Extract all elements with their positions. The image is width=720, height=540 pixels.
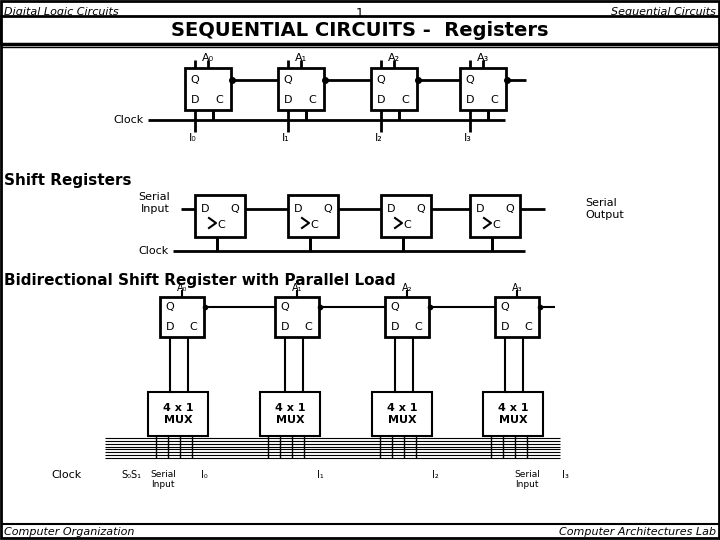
Text: Clock: Clock: [114, 115, 144, 125]
Text: Q: Q: [166, 302, 174, 312]
Bar: [385, 297, 429, 337]
Text: A₃: A₃: [477, 53, 489, 63]
Text: Q: Q: [230, 204, 239, 214]
Text: C: C: [492, 220, 500, 230]
Text: A₁: A₁: [292, 283, 302, 293]
Text: I₃: I₃: [562, 470, 568, 480]
Text: Bidirectional Shift Register with Parallel Load: Bidirectional Shift Register with Parall…: [4, 273, 395, 288]
Bar: [460, 68, 506, 110]
Text: 4 x 1
MUX: 4 x 1 MUX: [498, 403, 528, 425]
Bar: [278, 68, 324, 110]
Text: 1: 1: [356, 7, 364, 20]
Bar: [260, 392, 320, 436]
Text: C: C: [215, 95, 223, 105]
Bar: [372, 392, 432, 436]
Bar: [288, 195, 338, 237]
Bar: [148, 392, 208, 436]
Text: Q: Q: [500, 302, 509, 312]
Text: Serial
Input: Serial Input: [514, 470, 540, 489]
Text: D: D: [166, 322, 174, 332]
Text: A₁: A₁: [295, 53, 307, 63]
Text: Q: Q: [284, 75, 292, 85]
Text: D: D: [284, 95, 292, 105]
Text: I₃: I₃: [464, 133, 472, 143]
Text: 4 x 1
MUX: 4 x 1 MUX: [275, 403, 305, 425]
Text: I₀: I₀: [189, 133, 197, 143]
Text: Clock: Clock: [139, 246, 169, 256]
Text: Q: Q: [505, 204, 514, 214]
Text: D: D: [387, 204, 395, 214]
Text: D: D: [191, 95, 199, 105]
Text: C: C: [189, 322, 197, 332]
Bar: [371, 68, 417, 110]
Text: Serial
Output: Serial Output: [585, 198, 624, 220]
Text: Q: Q: [281, 302, 289, 312]
Text: Q: Q: [466, 75, 474, 85]
Text: C: C: [414, 322, 422, 332]
Bar: [495, 297, 539, 337]
Text: 4 x 1
MUX: 4 x 1 MUX: [163, 403, 193, 425]
Text: Q: Q: [391, 302, 400, 312]
Text: 4 x 1
MUX: 4 x 1 MUX: [387, 403, 418, 425]
Text: C: C: [403, 220, 411, 230]
Text: I₁: I₁: [317, 470, 323, 480]
Text: Serial
Input: Serial Input: [138, 192, 170, 214]
Text: D: D: [391, 322, 400, 332]
Bar: [470, 195, 520, 237]
Text: SEQUENTIAL CIRCUITS -  Registers: SEQUENTIAL CIRCUITS - Registers: [171, 21, 549, 39]
Text: S₀S₁: S₀S₁: [121, 470, 141, 480]
Text: A₀: A₀: [202, 53, 214, 63]
Text: D: D: [201, 204, 210, 214]
Text: Computer Architectures Lab: Computer Architectures Lab: [559, 527, 716, 537]
Text: I₁: I₁: [282, 133, 290, 143]
Text: Digital Logic Circuits: Digital Logic Circuits: [4, 7, 119, 17]
Text: D: D: [500, 322, 509, 332]
Text: A₂: A₂: [388, 53, 400, 63]
Text: C: C: [304, 322, 312, 332]
Bar: [185, 68, 231, 110]
Text: C: C: [217, 220, 225, 230]
Text: C: C: [490, 95, 498, 105]
Text: A₃: A₃: [512, 283, 522, 293]
Bar: [483, 392, 543, 436]
Text: C: C: [308, 95, 316, 105]
Bar: [1, 16, 719, 44]
Text: C: C: [524, 322, 532, 332]
Text: I₂: I₂: [431, 470, 438, 480]
Bar: [195, 195, 245, 237]
Bar: [381, 195, 431, 237]
Text: Serial
Input: Serial Input: [150, 470, 176, 489]
Text: C: C: [310, 220, 318, 230]
Text: D: D: [294, 204, 302, 214]
Text: D: D: [281, 322, 289, 332]
Text: Sequential Circuits: Sequential Circuits: [611, 7, 716, 17]
Text: Clock: Clock: [52, 470, 82, 480]
Text: Q: Q: [323, 204, 333, 214]
Text: Q: Q: [377, 75, 385, 85]
Bar: [160, 297, 204, 337]
Text: D: D: [476, 204, 485, 214]
Bar: [275, 297, 319, 337]
Text: I₂: I₂: [375, 133, 383, 143]
Text: Computer Organization: Computer Organization: [4, 527, 135, 537]
Text: Q: Q: [417, 204, 426, 214]
Text: A₂: A₂: [402, 283, 413, 293]
Text: C: C: [401, 95, 409, 105]
Text: A₀: A₀: [176, 283, 187, 293]
Text: Shift Registers: Shift Registers: [4, 173, 132, 188]
Text: Q: Q: [191, 75, 199, 85]
Text: I₀: I₀: [201, 470, 207, 480]
Text: D: D: [466, 95, 474, 105]
Text: D: D: [377, 95, 385, 105]
